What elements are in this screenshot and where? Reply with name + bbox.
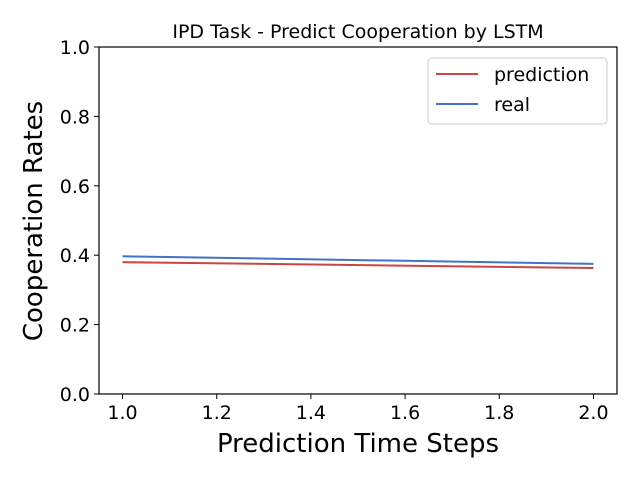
y-tick-label: 0.0: [60, 384, 90, 406]
y-tick-label: 0.2: [60, 315, 90, 337]
series-line-real: [122, 255, 594, 265]
y-tick-label: 0.8: [60, 106, 90, 128]
x-tick-label: 1.4: [296, 402, 326, 424]
chart-title: IPD Task - Predict Cooperation by LSTM: [172, 21, 543, 43]
y-axis-ticks: 0.0 0.2 0.4 0.6 0.8 1.0: [60, 37, 99, 406]
x-axis-label: Prediction Time Steps: [217, 429, 499, 459]
series-line-prediction: [122, 261, 594, 270]
x-axis-ticks: 1.0 1.2 1.4 1.6 1.8 2.0: [107, 394, 609, 424]
y-tick-label: 0.6: [60, 176, 90, 198]
x-tick-label: 1.8: [484, 402, 514, 424]
series-lines: [122, 255, 594, 270]
x-tick-label: 1.6: [390, 402, 420, 424]
legend-label-real: real: [494, 94, 530, 116]
x-tick-label: 1.0: [107, 402, 137, 424]
y-tick-label: 0.4: [60, 245, 90, 267]
y-axis-label: Cooperation Rates: [19, 101, 49, 341]
x-tick-label: 2.0: [578, 402, 608, 424]
legend: prediction real: [427, 57, 608, 125]
plot-area: [98, 46, 618, 395]
y-tick-label: 1.0: [60, 37, 90, 59]
plot-frame: [98, 46, 618, 395]
legend-label-prediction: prediction: [494, 64, 589, 86]
x-tick-label: 1.2: [202, 402, 232, 424]
